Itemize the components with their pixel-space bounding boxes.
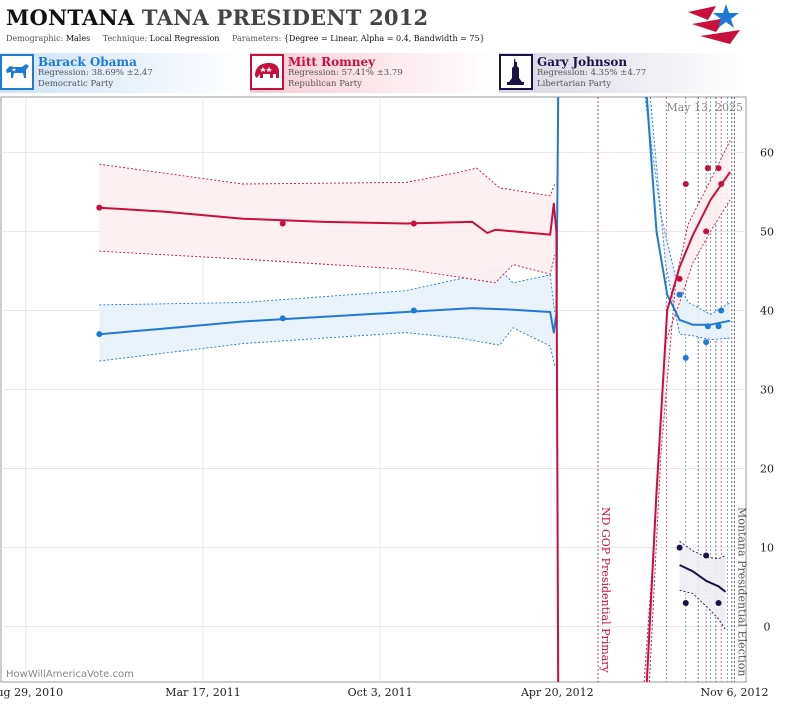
legend-romney[interactable]: Mitt Romney Regression: 57.41% ±3.79 Rep… [250, 53, 496, 93]
y-tick-label: 60 [760, 146, 774, 159]
chart-parameters: Demographic: Males Technique: Local Regr… [6, 34, 485, 43]
regression-line [679, 564, 727, 593]
poll-point [703, 228, 710, 235]
candidate-legend: Barack Obama Regression: 38.69% ±2.47 De… [0, 53, 789, 93]
candidate-party: Republican Party [288, 79, 362, 89]
poll-point [715, 323, 722, 330]
candidate-party: Libertarian Party [537, 79, 612, 89]
plot-content [96, 97, 735, 682]
x-tick-label: Apr 20, 2012 [520, 686, 594, 699]
annotation-label: Montana Presidential Election [735, 507, 748, 676]
candidate-name: Gary Johnson [537, 55, 628, 69]
confidence-band [99, 164, 555, 283]
x-tick-label: Mar 17, 2011 [165, 686, 241, 699]
poll-point [410, 220, 417, 227]
poll-point [279, 315, 286, 322]
regression-line [99, 97, 560, 336]
y-tick-label: 30 [760, 384, 774, 397]
regression-line [99, 202, 560, 682]
poll-point [703, 552, 710, 559]
poll-point [410, 307, 417, 314]
confidence-upper [99, 268, 556, 313]
legend-johnson[interactable]: Gary Johnson Regression: 4.35% ±4.77 Lib… [499, 53, 745, 93]
y-tick-label: 20 [760, 463, 774, 476]
y-tick-label: 0 [764, 621, 771, 634]
y-tick-label: 50 [760, 225, 774, 238]
regression-line [645, 171, 731, 682]
poll-point [682, 354, 689, 361]
chart-title: MONTANA TANA PRESIDENT 2012 [6, 5, 429, 30]
confidence-band [679, 541, 726, 630]
legend-obama[interactable]: Barack Obama Regression: 38.69% ±2.47 De… [0, 53, 246, 93]
liberty-icon [499, 54, 533, 90]
candidate-party: Democratic Party [38, 79, 114, 89]
candidate-regression: Regression: 57.41% ±3.79 [288, 68, 403, 78]
candidate-regression: Regression: 4.35% ±4.77 [537, 68, 647, 78]
elephant-icon [250, 54, 284, 90]
x-tick-label: Oct 3, 2011 [348, 686, 413, 699]
poll-point [279, 220, 286, 227]
candidate-regression: Regression: 38.69% ±2.47 [38, 68, 153, 78]
confidence-upper [99, 163, 556, 197]
confidence-band [645, 97, 731, 340]
confidence-lower [643, 199, 731, 682]
site-logo-icon[interactable] [686, 2, 744, 48]
candidate-name: Mitt Romney [288, 55, 376, 69]
poll-point [715, 165, 722, 172]
confidence-upper [648, 140, 731, 682]
poll-point [676, 544, 683, 551]
regression-line [645, 97, 731, 326]
poll-point [96, 331, 103, 338]
donkey-icon [0, 54, 34, 90]
poll-point [96, 204, 103, 211]
poll-point [715, 599, 722, 606]
poll-point [704, 323, 711, 330]
poll-point [718, 307, 725, 314]
date-stamp: May 13, 2025 [666, 101, 743, 114]
poll-point [703, 339, 710, 346]
regression-chart: ND GOP Presidential Primary Montana Presi… [0, 96, 774, 699]
chart-header: MONTANA TANA PRESIDENT 2012 Demographic:… [0, 0, 789, 50]
y-tick-label: 10 [760, 542, 774, 555]
poll-point [676, 275, 683, 282]
x-tick-label: Nov 6, 2012 [701, 686, 769, 699]
poll-point [676, 291, 683, 298]
x-tick-label: Aug 29, 2010 [0, 686, 63, 699]
annotation-label: ND GOP Presidential Primary [599, 507, 612, 674]
confidence-lower [679, 589, 726, 631]
candidate-name: Barack Obama [38, 55, 137, 69]
confidence-lower [649, 97, 731, 341]
poll-point [718, 180, 725, 187]
poll-point [682, 599, 689, 606]
confidence-upper [644, 97, 731, 315]
poll-point [682, 180, 689, 187]
y-tick-label: 40 [760, 304, 774, 317]
poll-point [704, 165, 711, 172]
watermark: HowWillAmericaVote.com [6, 669, 134, 680]
